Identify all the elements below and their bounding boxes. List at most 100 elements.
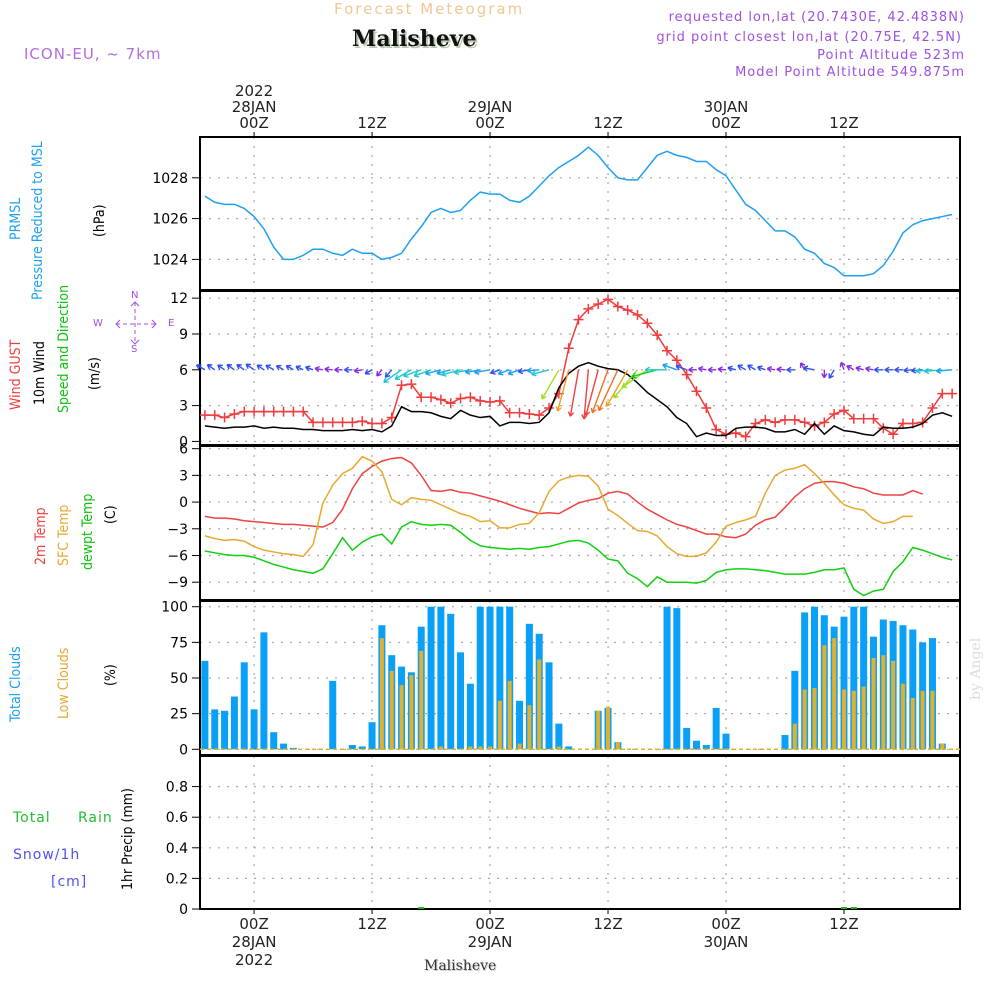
low-cloud-bar bbox=[841, 689, 846, 750]
wind-direction-arrow bbox=[605, 369, 629, 407]
point-altitude: Point Altitude 523m bbox=[817, 48, 965, 63]
wind-direction-arrow bbox=[384, 369, 393, 378]
bottom-time-label: 00Z bbox=[239, 915, 268, 933]
total-cloud-bar bbox=[221, 710, 229, 750]
wind-direction-arrow bbox=[923, 367, 943, 375]
wind-direction-arrow bbox=[353, 367, 363, 374]
wind-direction-arrow bbox=[894, 366, 903, 373]
y-tick-label: 0.2 bbox=[166, 871, 188, 887]
low-cloud-bar bbox=[497, 700, 502, 750]
y-tick-label: 9 bbox=[179, 327, 188, 343]
wind-direction-arrow bbox=[344, 366, 353, 373]
wind-direction-arrow bbox=[256, 364, 265, 371]
gust-marker bbox=[730, 428, 741, 439]
wind-direction-arrow bbox=[698, 365, 707, 373]
gust-marker bbox=[632, 309, 643, 320]
wind-direction-arrow bbox=[541, 369, 560, 400]
wind-direction-arrow bbox=[555, 369, 570, 412]
gust-marker bbox=[465, 392, 476, 403]
gust-marker bbox=[878, 423, 889, 434]
rain-bar bbox=[840, 907, 847, 909]
total-cloud-bar bbox=[457, 652, 465, 750]
pressure-panel: 1024 1026 1028 bbox=[152, 132, 961, 291]
gust-marker bbox=[347, 417, 358, 428]
total-cloud-bar bbox=[348, 745, 356, 750]
low-cloud-bar bbox=[871, 658, 876, 750]
gust-marker bbox=[662, 345, 673, 356]
total-cloud-bar bbox=[693, 740, 701, 750]
gust-marker bbox=[219, 412, 230, 423]
y-tick-label: 50 bbox=[170, 671, 188, 687]
low-cloud-bar bbox=[861, 686, 866, 750]
gust-marker bbox=[317, 417, 328, 428]
gust-marker bbox=[455, 393, 466, 404]
total-cloud-bar bbox=[909, 629, 917, 750]
top-time-label: 28JAN bbox=[232, 98, 277, 116]
wind-direction-arrow bbox=[236, 363, 245, 371]
top-time-label: 12Z bbox=[357, 114, 386, 132]
top-time-label: 30JAN bbox=[704, 98, 749, 116]
wind-direction-arrow bbox=[295, 365, 304, 371]
station-name: Malisheve bbox=[352, 26, 477, 52]
wind-direction-arrow bbox=[403, 369, 422, 378]
gust-marker bbox=[799, 417, 810, 428]
low-cloud-bar bbox=[606, 706, 611, 750]
y-tick-label: 3 bbox=[179, 399, 188, 415]
compass-east: E bbox=[168, 318, 175, 329]
total-cloud-bar bbox=[722, 733, 730, 750]
wind-direction-arrow bbox=[226, 363, 235, 371]
total-cloud-bar bbox=[240, 662, 248, 750]
low-cloud-bar bbox=[379, 638, 384, 750]
wind-direction-arrow bbox=[766, 365, 776, 373]
wind-direction-arrow bbox=[727, 365, 737, 372]
compass-south: S bbox=[131, 344, 138, 355]
total-cloud-bar bbox=[801, 612, 809, 750]
gust-marker bbox=[897, 418, 908, 429]
wind-direction-arrow bbox=[285, 364, 294, 371]
wind-direction-arrow bbox=[567, 369, 580, 417]
total-cloud-bar bbox=[850, 606, 858, 750]
wind-direction-arrow bbox=[621, 369, 648, 389]
wind-direction-arrow bbox=[324, 366, 333, 373]
gust-marker bbox=[779, 414, 790, 425]
gust-marker bbox=[603, 294, 614, 305]
wind-direction-arrow bbox=[915, 367, 933, 375]
low-cloud-bar bbox=[478, 746, 483, 750]
low-cloud-bar bbox=[812, 687, 817, 750]
gust-marker bbox=[308, 417, 319, 428]
gust-marker bbox=[691, 386, 702, 397]
temperature-panel: −9 −6 −3 0 3 6 bbox=[167, 442, 961, 601]
low-cloud-bar bbox=[940, 743, 945, 750]
wind-direction-arrow bbox=[873, 366, 884, 373]
total-cloud-bar bbox=[516, 700, 524, 750]
wind-direction-arrow bbox=[757, 365, 766, 372]
gust-marker bbox=[249, 406, 260, 417]
gust-marker bbox=[367, 418, 378, 429]
gust-marker bbox=[681, 369, 692, 380]
gust-marker bbox=[435, 394, 446, 405]
wind-direction-arrow bbox=[839, 361, 846, 371]
gust-marker bbox=[573, 314, 584, 325]
bottom-time-label: 12Z bbox=[357, 915, 386, 933]
gust-marker bbox=[199, 410, 210, 421]
gust-marker bbox=[888, 429, 899, 440]
gust-marker bbox=[760, 414, 771, 425]
gust-marker bbox=[612, 301, 623, 312]
y-tick-label: 1024 bbox=[152, 252, 188, 268]
precip-total-label: Total bbox=[13, 810, 51, 826]
gust-marker bbox=[858, 413, 869, 424]
gust-marker bbox=[740, 431, 751, 442]
wind-direction-arrow bbox=[936, 367, 953, 374]
bottom-time-label: 29JAN bbox=[468, 933, 513, 951]
gust-marker bbox=[327, 417, 338, 428]
top-time-label: 12Z bbox=[593, 114, 622, 132]
gust-marker bbox=[337, 417, 348, 428]
y-tick-label: 0 bbox=[179, 902, 188, 918]
total-cloud-bar bbox=[230, 696, 238, 750]
wind-direction-arrow bbox=[583, 369, 599, 416]
total-cloud-bar bbox=[250, 709, 258, 750]
wind-direction-arrow bbox=[217, 364, 225, 371]
gust-marker bbox=[504, 407, 515, 418]
wind-direction-arrow bbox=[245, 363, 255, 371]
wind-direction-arrow bbox=[717, 366, 727, 373]
